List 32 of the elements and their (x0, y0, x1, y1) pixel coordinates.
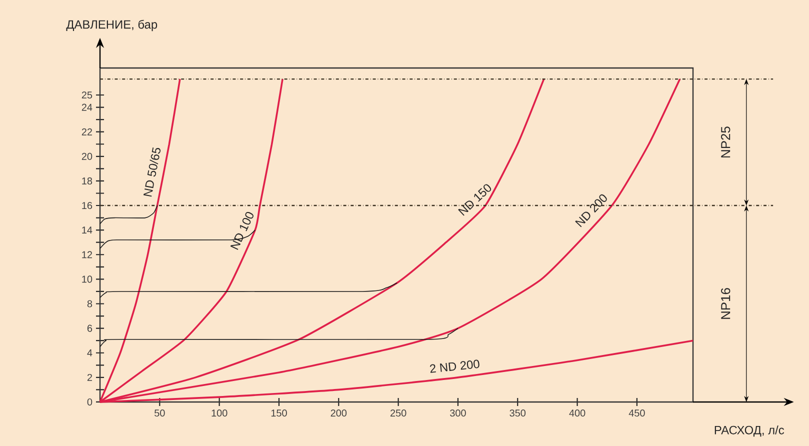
y-tick-label: 4 (87, 349, 92, 356)
y-tick-label: 16 (82, 202, 92, 210)
y-tick-label: 10 (82, 276, 92, 283)
x-tick-label: 300 (450, 410, 466, 417)
x-tick-label: 400 (569, 410, 586, 417)
y-tick-label: 2 (87, 374, 92, 381)
x-axis-title: РАСХОД, л/с (714, 426, 784, 437)
y-tick-label: 14 (82, 226, 92, 234)
y-tick-label: 18 (82, 177, 92, 184)
text: ND 100 (230, 212, 254, 250)
y-tick-label: 25 (82, 91, 92, 99)
x-tick-label: 350 (510, 410, 526, 417)
y-tick-label: 12 (82, 251, 92, 258)
x-tick-label: 150 (271, 410, 287, 417)
text: ND 200 (575, 194, 607, 228)
y-tick-label: 24 (82, 104, 92, 111)
y-axis-title: ДАВЛЕНИЕ, бар (66, 20, 158, 32)
x-tick-label: 450 (628, 410, 645, 417)
x-tick-label: 200 (330, 410, 347, 417)
text: NP16 (721, 288, 730, 319)
y-tick-label: 20 (82, 152, 92, 160)
text: NP25 (721, 126, 730, 158)
x-tick-label: 50 (154, 410, 165, 417)
text: ND 50/65 (143, 147, 161, 197)
x-tick-label: 100 (212, 410, 228, 417)
text: ND 150 (458, 184, 492, 216)
y-tick-label: 6 (87, 324, 92, 332)
y-tick-label: 0 (87, 398, 92, 406)
x-tick-label: 250 (390, 410, 406, 417)
text: 2 ND 200 (430, 360, 480, 373)
y-tick-label: 8 (87, 300, 92, 308)
y-tick-label: 22 (82, 128, 92, 136)
